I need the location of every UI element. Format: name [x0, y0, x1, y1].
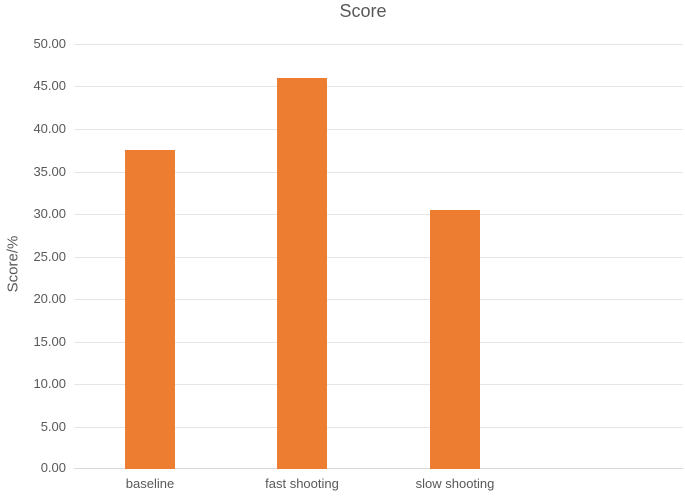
y-tick-label: 50.00 [33, 36, 66, 51]
bar-fast-shooting [277, 78, 327, 469]
gridline [74, 299, 683, 300]
y-tick-label: 35.00 [33, 164, 66, 179]
gridline [74, 384, 683, 385]
plot-area [74, 44, 683, 469]
gridline [74, 257, 683, 258]
x-category-label: fast shooting [265, 476, 339, 491]
gridline [74, 44, 683, 45]
y-tick-label: 20.00 [33, 291, 66, 306]
y-tick-label: 40.00 [33, 121, 66, 136]
y-tick-label: 10.00 [33, 376, 66, 391]
bar-slow-shooting [430, 210, 480, 469]
x-category-label: baseline [125, 476, 175, 491]
y-tick-label: 15.00 [33, 334, 66, 349]
y-tick-label: 45.00 [33, 78, 66, 93]
y-tick-label: 0.00 [40, 460, 66, 475]
bar-baseline [125, 150, 175, 469]
gridline [74, 214, 683, 215]
gridline [74, 427, 683, 428]
y-tick-label: 30.00 [33, 206, 66, 221]
gridline [74, 86, 683, 87]
gridline [74, 129, 683, 130]
gridline [74, 342, 683, 343]
chart-title: Score [339, 1, 387, 21]
gridline [74, 172, 683, 173]
x-axis-line [74, 468, 683, 469]
x-category-label: slow shooting [415, 476, 495, 491]
y-tick-label: 5.00 [40, 419, 66, 434]
y-tick-label: 25.00 [33, 249, 66, 264]
